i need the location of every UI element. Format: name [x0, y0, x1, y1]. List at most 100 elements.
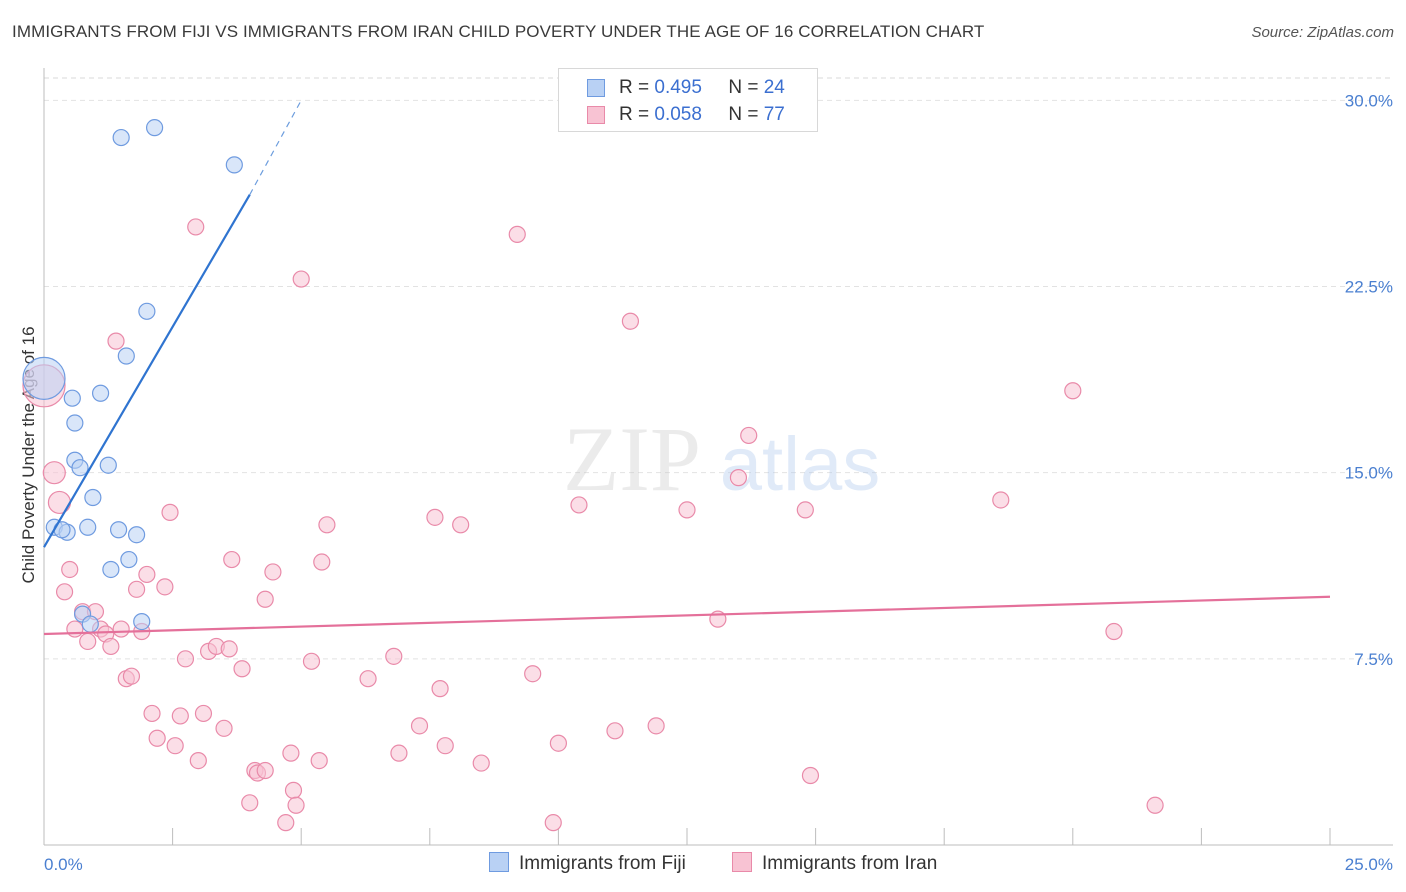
- iran-point: [740, 426, 758, 445]
- iran-point: [264, 563, 282, 581]
- iran-point: [176, 650, 195, 668]
- x-tick-labels: 0.0% 25.0%: [44, 855, 1393, 874]
- fiji-point: [99, 456, 117, 474]
- fiji-point: [84, 488, 102, 507]
- y-tick-label: 30.0%: [1345, 91, 1393, 110]
- watermark: ZIP atlas: [563, 408, 880, 510]
- iran-point: [148, 729, 166, 747]
- iran-point: [166, 737, 184, 755]
- iran-point: [1105, 622, 1123, 641]
- fiji-point: [63, 389, 81, 407]
- iran-point: [55, 583, 74, 601]
- iran-point: [1064, 382, 1082, 400]
- iran-point: [42, 461, 66, 485]
- iran-point: [171, 707, 189, 725]
- y-tick-label: 7.5%: [1354, 650, 1393, 669]
- fiji-n-value: 24: [763, 77, 785, 98]
- iran-point: [215, 719, 233, 737]
- iran-point: [570, 496, 588, 514]
- iran-point: [472, 754, 490, 772]
- iran-point: [992, 491, 1010, 509]
- bottom-legend-fiji: Immigrants from Fiji: [489, 852, 686, 875]
- iran-point: [647, 717, 665, 735]
- iran-point: [187, 218, 205, 236]
- fiji-points: [22, 119, 243, 633]
- iran-point: [241, 794, 259, 812]
- iran-point: [127, 580, 146, 598]
- iran-point: [606, 722, 624, 740]
- iran-point: [426, 508, 444, 526]
- grid-lines: [44, 77, 1393, 660]
- iran-n-value: 77: [763, 104, 785, 125]
- fiji-point: [120, 550, 138, 569]
- iran-point: [313, 553, 331, 571]
- fiji-point: [102, 560, 120, 579]
- iran-point: [390, 744, 408, 762]
- iran-trend-line: [43, 595, 1331, 636]
- y-tick-label: 22.5%: [1345, 278, 1393, 297]
- bottom-legend-iran: Immigrants from Iran: [732, 852, 937, 875]
- iran-point: [143, 704, 161, 723]
- fiji-point: [127, 526, 146, 544]
- fiji-point: [117, 347, 135, 365]
- iran-point: [156, 578, 174, 596]
- watermark-zip: ZIP: [563, 408, 701, 510]
- iran-point: [431, 680, 449, 698]
- fiji-trend-extension: [249, 100, 302, 195]
- iran-point: [220, 640, 238, 658]
- correlation-legend: R = 0.495 N = 24 R = 0.058 N = 77: [558, 68, 818, 132]
- iran-point: [359, 670, 377, 688]
- fiji-point: [145, 119, 164, 137]
- iran-point: [138, 565, 156, 584]
- iran-n-label: N =: [728, 104, 759, 125]
- source-label: Source: ZipAtlas.com: [1251, 24, 1394, 41]
- iran-point: [385, 647, 403, 665]
- iran-point: [1146, 796, 1164, 814]
- iran-r-label: R =: [619, 104, 650, 125]
- iran-point: [436, 737, 454, 755]
- fiji-point: [66, 414, 84, 432]
- iran-point: [318, 516, 336, 534]
- iran-point: [112, 620, 130, 638]
- fiji-point: [79, 518, 97, 536]
- iran-point: [122, 667, 141, 685]
- fiji-point: [109, 521, 128, 539]
- iran-point: [410, 717, 429, 735]
- iran-point: [524, 665, 542, 683]
- fiji-point: [112, 128, 130, 147]
- iran-point: [61, 560, 79, 579]
- iran-point: [310, 752, 328, 770]
- iran-r-value: 0.058: [654, 104, 702, 125]
- bottom-fiji-swatch: [489, 852, 509, 872]
- iran-point: [282, 744, 300, 762]
- fiji-trend-line: [43, 194, 251, 548]
- fiji-point: [138, 302, 156, 320]
- iran-point: [277, 814, 295, 832]
- iran-point: [678, 501, 696, 519]
- fiji-point: [71, 459, 89, 477]
- iran-point: [287, 796, 305, 814]
- iran-point: [233, 660, 251, 678]
- fiji-point: [91, 384, 110, 402]
- iran-point: [292, 270, 310, 288]
- x-tick-label-max: 25.0%: [1345, 855, 1393, 874]
- iran-point: [302, 652, 321, 670]
- iran-point: [256, 761, 274, 780]
- bottom-iran-label: Immigrants from Iran: [762, 853, 938, 874]
- iran-point: [189, 752, 207, 770]
- fiji-swatch: [587, 79, 605, 97]
- iran-point: [47, 490, 72, 515]
- fiji-r-value: 0.495: [654, 77, 702, 98]
- trend-lines: [43, 100, 1331, 636]
- iran-point: [256, 590, 274, 608]
- iran-point: [796, 501, 814, 519]
- fiji-point: [225, 156, 243, 174]
- iran-point: [801, 766, 820, 785]
- iran-point: [223, 550, 241, 569]
- iran-point: [194, 704, 213, 723]
- iran-points: [22, 218, 1164, 832]
- iran-point: [161, 503, 179, 521]
- fiji-point: [133, 613, 151, 631]
- fiji-point: [81, 615, 99, 633]
